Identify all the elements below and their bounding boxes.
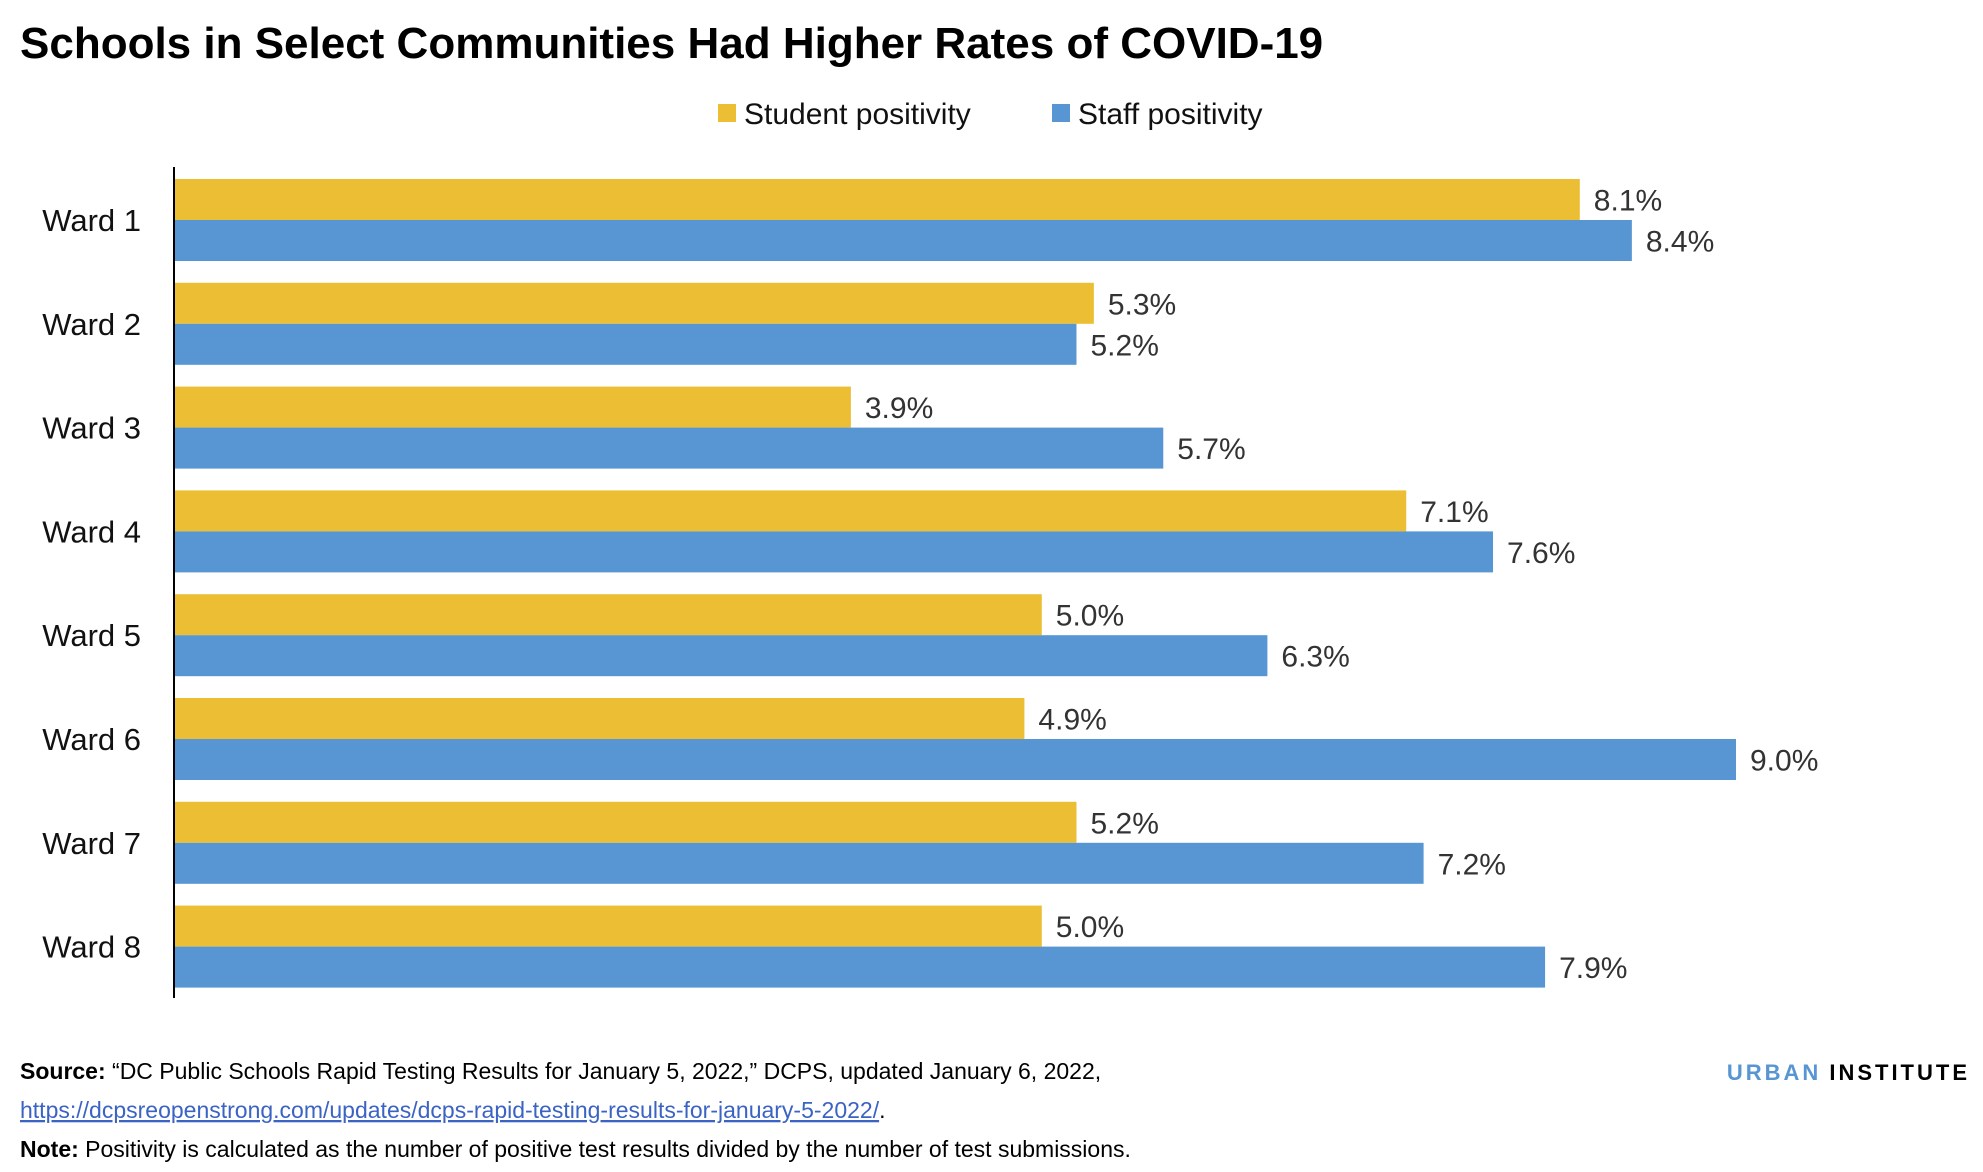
bar-student xyxy=(174,179,1580,220)
data-label: 4.9% xyxy=(1038,704,1106,737)
source-link-line: https://dcpsreopenstrong.com/updates/dcp… xyxy=(20,1097,886,1123)
legend-label: Student positivity xyxy=(744,98,971,131)
data-label: 3.9% xyxy=(865,392,933,425)
data-label: 5.2% xyxy=(1090,807,1158,840)
bar-student xyxy=(174,386,851,428)
logo-urban: URBAN xyxy=(1727,1060,1821,1085)
legend-swatch xyxy=(718,104,736,122)
category-label: Ward 7 xyxy=(42,826,141,861)
data-label: 7.9% xyxy=(1559,952,1627,985)
bar-staff xyxy=(174,842,1424,884)
data-label: 5.3% xyxy=(1108,288,1176,321)
data-label: 7.1% xyxy=(1420,496,1488,529)
data-label: 8.1% xyxy=(1594,185,1662,218)
data-label: 6.3% xyxy=(1281,641,1349,674)
category-label: Ward 1 xyxy=(42,203,141,238)
bar-staff xyxy=(174,739,1736,780)
data-label: 5.7% xyxy=(1177,433,1245,466)
logo-institute: INSTITUTE xyxy=(1829,1060,1970,1085)
bar-staff xyxy=(174,427,1164,469)
bar-student xyxy=(174,282,1094,324)
category-label: Ward 3 xyxy=(42,411,141,446)
bar-student xyxy=(174,594,1042,636)
category-label: Ward 2 xyxy=(42,307,141,342)
note-label: Note: xyxy=(20,1136,79,1162)
bar-staff xyxy=(174,946,1546,988)
source-label: Source: xyxy=(20,1058,106,1084)
note-text: Positivity is calculated as the number o… xyxy=(79,1136,1131,1162)
source-text: “DC Public Schools Rapid Testing Results… xyxy=(106,1058,1102,1084)
legend: Student positivity Staff positivity xyxy=(718,98,1263,131)
bar-staff xyxy=(174,635,1268,677)
data-label: 9.0% xyxy=(1750,745,1818,778)
category-label: Ward 4 xyxy=(42,514,141,549)
data-label: 5.2% xyxy=(1090,329,1158,362)
bar-staff xyxy=(174,531,1494,573)
data-label: 8.4% xyxy=(1646,226,1714,259)
bar-staff xyxy=(174,323,1077,365)
bar-staff xyxy=(174,220,1632,261)
bars: Ward 1 8.1% 8.4% Ward 2 5.3% 5.2% Ward 3 3.9% 5.… xyxy=(42,179,1818,988)
urban-institute-logo: URBAN INSTITUTE xyxy=(1727,1060,1970,1085)
category-label: Ward 6 xyxy=(42,722,141,757)
source-note: Source: “DC Public Schools Rapid Testing… xyxy=(20,1058,1101,1084)
note: Note: Positivity is calculated as the nu… xyxy=(20,1136,1131,1162)
chart-title: Schools in Select Communities Had Higher… xyxy=(20,19,1323,68)
data-label: 7.6% xyxy=(1507,537,1575,570)
bar-student xyxy=(174,698,1025,739)
legend-label: Staff positivity xyxy=(1078,98,1263,131)
data-label: 7.2% xyxy=(1438,848,1506,881)
legend-swatch xyxy=(1052,104,1070,122)
link-period: . xyxy=(879,1097,885,1123)
bar-student xyxy=(174,490,1407,532)
bar-student xyxy=(174,905,1042,947)
category-label: Ward 8 xyxy=(42,930,141,965)
data-label: 5.0% xyxy=(1056,600,1124,633)
data-label: 5.0% xyxy=(1056,911,1124,944)
source-link[interactable]: https://dcpsreopenstrong.com/updates/dcp… xyxy=(20,1097,880,1123)
bar-student xyxy=(174,801,1077,843)
category-label: Ward 5 xyxy=(42,618,141,653)
